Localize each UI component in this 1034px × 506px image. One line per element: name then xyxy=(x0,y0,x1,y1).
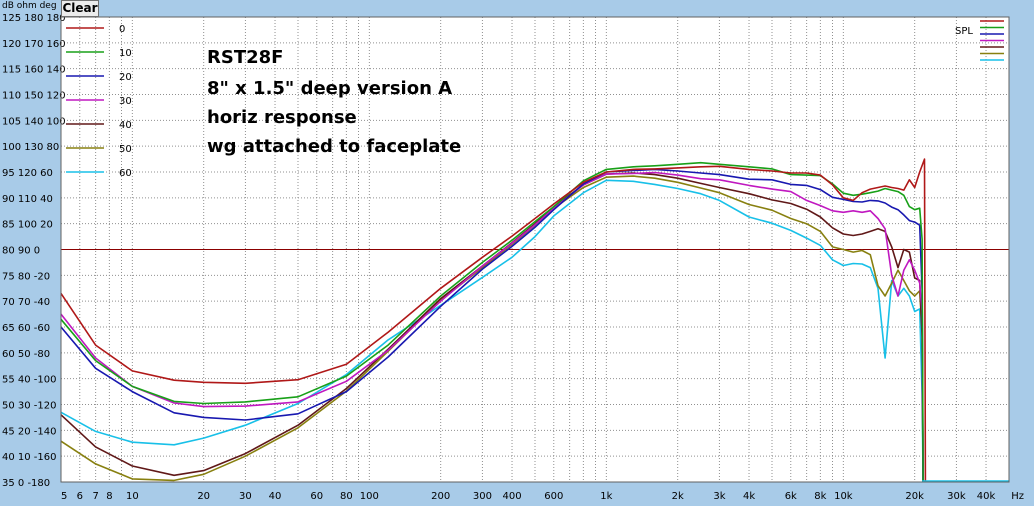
annotation-line-4: wg attached to faceplate xyxy=(207,136,461,157)
x-tick-label: 400 xyxy=(502,491,521,502)
x-tick-label: 7 xyxy=(92,491,98,502)
y-tick-label: 35 0 -180 xyxy=(2,478,50,489)
legend-label-30: 30 xyxy=(119,96,132,107)
axis-units-header: dB ohm deg xyxy=(2,1,57,11)
x-tick-label: 6 xyxy=(77,491,83,502)
y-tick-label: 65 60 -60 xyxy=(2,323,50,334)
series-line-10 xyxy=(60,161,924,483)
x-tick-label: 4k xyxy=(743,491,755,502)
x-tick-label: 6k xyxy=(785,491,797,502)
y-tick-label: 50 30 -120 xyxy=(2,401,57,412)
series-line-40 xyxy=(60,172,924,483)
legend-label-20: 20 xyxy=(119,72,132,83)
x-tick-label: 3k xyxy=(713,491,725,502)
annotation: RST28F 8" x 1.5" deep version A horiz re… xyxy=(207,47,461,157)
spl-label: SPL xyxy=(955,26,973,37)
y-tick-label: 60 50 -80 xyxy=(2,349,50,360)
x-tick-label: Hz xyxy=(1011,491,1024,502)
y-tick-label: 85 100 20 xyxy=(2,220,53,231)
series-line-20 xyxy=(60,168,924,483)
y-tick-label: 115 160 140 xyxy=(2,65,66,76)
y-tick-label: 40 10 -160 xyxy=(2,452,57,463)
x-tick-label: 8 xyxy=(106,491,112,502)
x-tick-label: 100 xyxy=(360,491,379,502)
x-tick-label: 200 xyxy=(431,491,450,502)
y-tick-label: 95 120 60 xyxy=(2,168,53,179)
x-tick-label: 80 xyxy=(340,491,353,502)
x-axis-ticks: 5 6 7 8 10 20 30 40 60 80 100 200 300 400 600 1k 2k 3k 4k 6… xyxy=(61,491,1024,502)
x-tick-label: 2k xyxy=(672,491,684,502)
x-tick-label: 60 xyxy=(310,491,323,502)
y-tick-label: 100 130 80 xyxy=(2,142,59,153)
y-tick-label: 105 140 100 xyxy=(2,116,66,127)
y-tick-label: 90 110 40 xyxy=(2,194,53,205)
y-axis-ticks: 125 180 180 120 170 160 115 160 140 110 150… xyxy=(2,13,66,489)
x-tick-label: 300 xyxy=(473,491,492,502)
x-tick-label: 20k xyxy=(905,491,924,502)
x-tick-label: 10 xyxy=(126,491,139,502)
y-tick-label: 70 70 -40 xyxy=(2,297,50,308)
y-tick-label: 120 170 160 xyxy=(2,39,66,50)
clear-button[interactable]: Clear xyxy=(61,0,99,17)
series-lines xyxy=(60,158,1009,483)
y-tick-label: 125 180 180 xyxy=(2,13,66,24)
x-tick-label: 40k xyxy=(977,491,996,502)
legend-label-0: 0 xyxy=(119,24,125,35)
plot-border xyxy=(60,16,1010,483)
x-tick-label: 5 xyxy=(61,491,67,502)
x-tick-label: 40 xyxy=(269,491,282,502)
legend: 0 10 20 30 40 50 60 xyxy=(66,24,132,179)
x-tick-label: 20 xyxy=(197,491,210,502)
series-line-60 xyxy=(60,179,924,483)
x-tick-label: 1k xyxy=(600,491,612,502)
legend-label-60: 60 xyxy=(119,168,132,179)
x-tick-label: 600 xyxy=(544,491,563,502)
y-tick-label: 110 150 120 xyxy=(2,91,66,102)
x-tick-label: 8k xyxy=(814,491,826,502)
legend-label-50: 50 xyxy=(119,144,132,155)
x-tick-label: 30 xyxy=(239,491,252,502)
legend-label-40: 40 xyxy=(119,120,132,131)
series-line-50 xyxy=(60,175,924,483)
spl-legend: SPL xyxy=(955,20,1004,61)
y-tick-label: 45 20 -140 xyxy=(2,426,57,437)
series-line-0 xyxy=(60,158,927,483)
annotation-line-1: RST28F xyxy=(207,47,283,68)
annotation-line-2: 8" x 1.5" deep version A xyxy=(207,78,452,99)
legend-label-10: 10 xyxy=(119,48,132,59)
series-line-30 xyxy=(60,171,924,483)
y-tick-label: 80 90 0 xyxy=(2,246,40,257)
y-tick-label: 55 40 -100 xyxy=(2,375,57,386)
annotation-line-3: horiz response xyxy=(207,107,357,128)
x-tick-label: 30k xyxy=(947,491,966,502)
y-tick-label: 75 80 -20 xyxy=(2,271,50,282)
x-tick-label: 10k xyxy=(834,491,853,502)
